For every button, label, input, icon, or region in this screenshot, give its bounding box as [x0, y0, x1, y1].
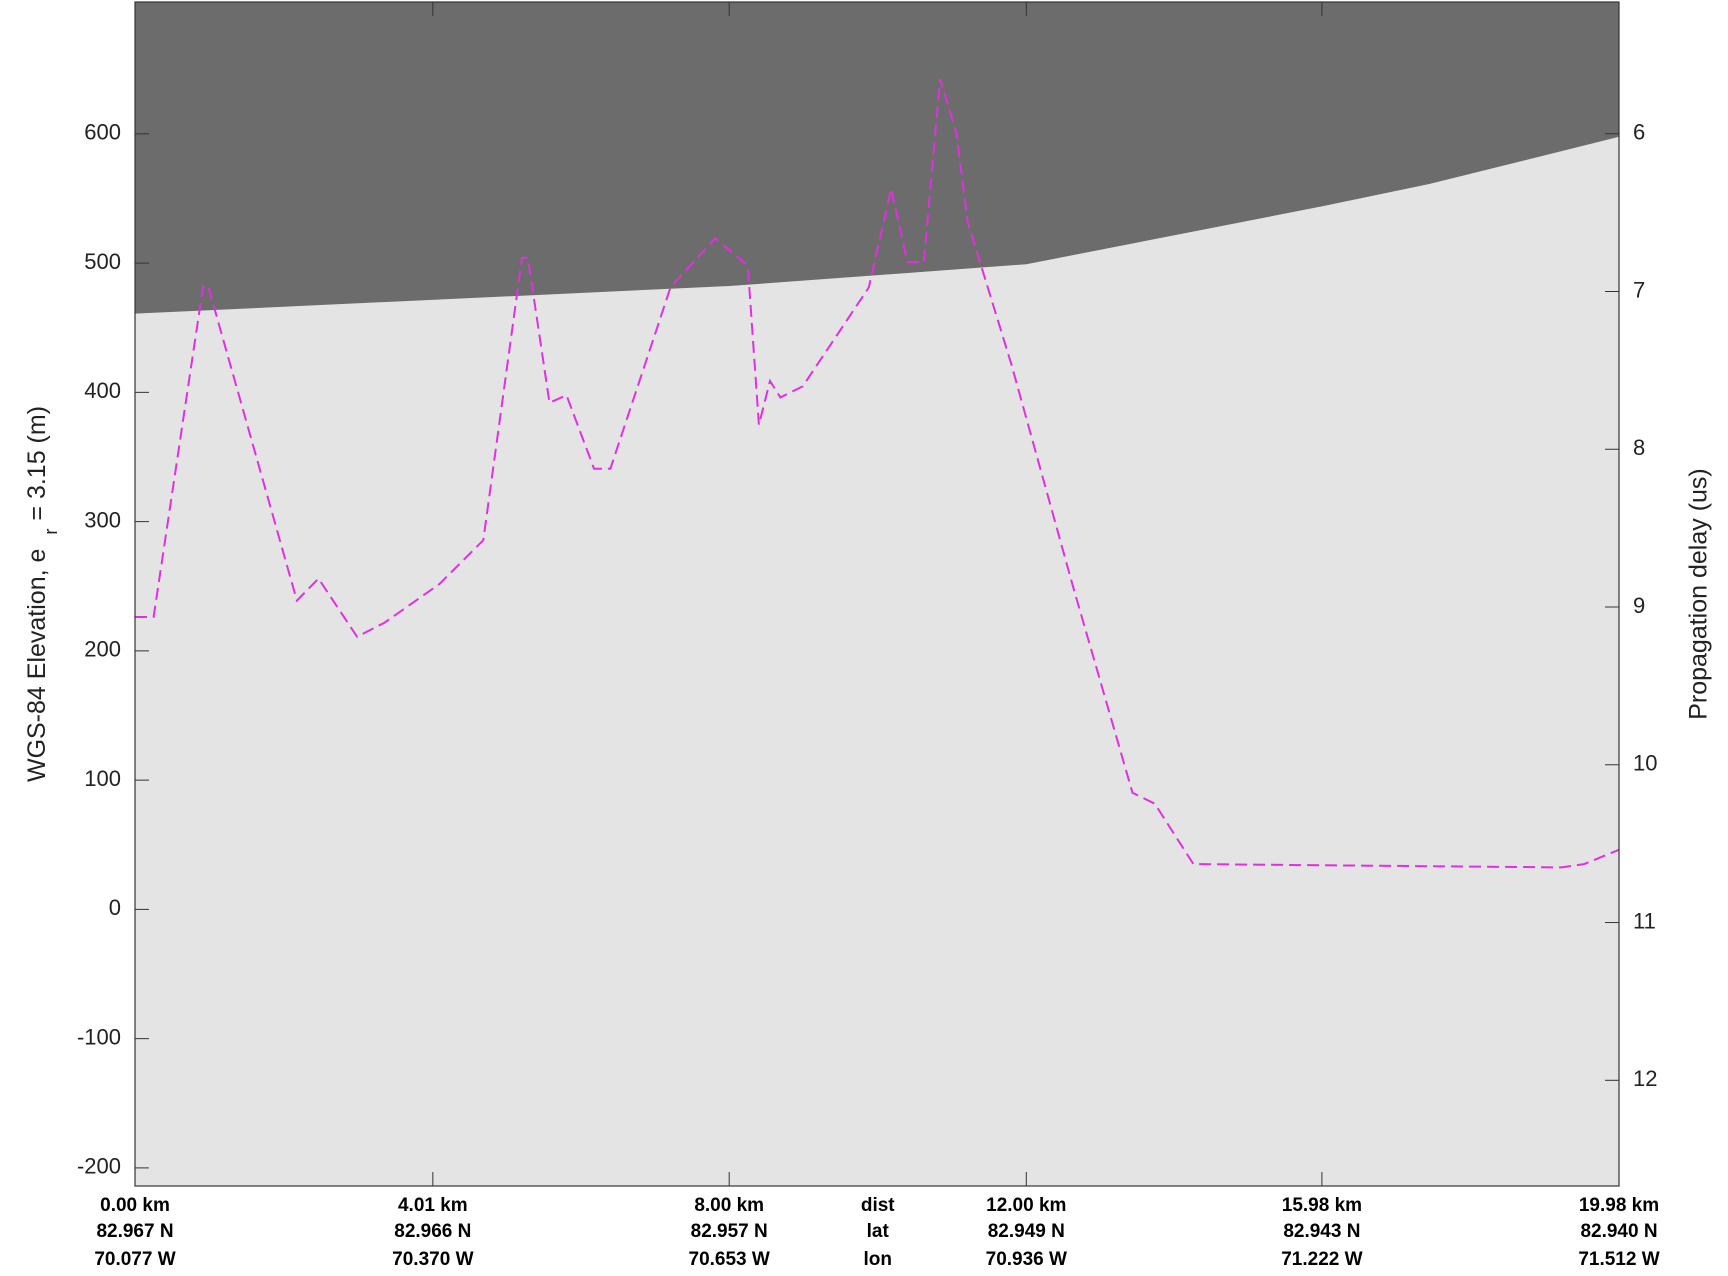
- y-tick-label: -100: [77, 1024, 121, 1049]
- lon-label: 70.077 W: [94, 1249, 175, 1270]
- y2-tick-label: 10: [1633, 751, 1657, 776]
- y-tick-label: 300: [84, 507, 121, 532]
- lat-label: 82.957 N: [691, 1221, 768, 1242]
- y-label-suffix: = 3.15 (m): [23, 406, 51, 521]
- y-label-subscript: r: [41, 529, 61, 535]
- y-tick-label: 600: [84, 120, 121, 145]
- y2-tick-label: 6: [1633, 120, 1645, 145]
- lat-label: 82.967 N: [96, 1221, 173, 1242]
- x-tick-label: 19.98 km: [1579, 1195, 1659, 1216]
- lon-label: 71.222 W: [1281, 1249, 1362, 1270]
- y-tick-label: 400: [84, 378, 121, 403]
- bed-pick-line: [135, 78, 1620, 869]
- row-name: lon: [863, 1249, 892, 1270]
- y2-tick-label: 9: [1633, 593, 1645, 618]
- row-name: lat: [867, 1221, 890, 1242]
- x-tick-label: 8.00 km: [694, 1195, 764, 1216]
- surface-line: [134, 135, 1620, 314]
- row-name: dist: [861, 1195, 895, 1216]
- y2-tick-label: 7: [1633, 277, 1645, 302]
- plot-frame: [134, 1, 1620, 1187]
- y2-tick-label: 8: [1633, 435, 1645, 460]
- y-axis-label: WGS-84 Elevation, e r = 3.15 (m): [23, 406, 61, 782]
- lon-label: 70.370 W: [392, 1249, 473, 1270]
- y2-axis-label: Propagation delay (us): [1685, 468, 1713, 720]
- lon-label: 70.936 W: [986, 1249, 1067, 1270]
- y-tick-label: -200: [77, 1154, 121, 1179]
- y-label-text: WGS-84 Elevation, e: [23, 549, 51, 782]
- lat-label: 82.949 N: [988, 1221, 1065, 1242]
- lat-label: 82.940 N: [1580, 1221, 1657, 1242]
- lat-label: 82.943 N: [1283, 1221, 1360, 1242]
- x-tick-label: 15.98 km: [1282, 1195, 1362, 1216]
- y-tick-label: 0: [109, 895, 121, 920]
- x-tick-label: 0.00 km: [100, 1195, 170, 1216]
- y2-tick-label: 12: [1633, 1066, 1657, 1091]
- lon-label: 70.653 W: [689, 1249, 770, 1270]
- y2-tick-label: 11: [1633, 908, 1656, 933]
- lon-label: 71.512 W: [1578, 1249, 1659, 1270]
- x-tick-label: 12.00 km: [986, 1195, 1066, 1216]
- y-tick-label: 100: [84, 766, 121, 791]
- lat-label: 82.966 N: [394, 1221, 471, 1242]
- y-tick-label: 200: [84, 637, 121, 662]
- y-tick-label: 500: [84, 249, 121, 274]
- surface-region: [135, 2, 1619, 313]
- x-tick-label: 4.01 km: [398, 1195, 468, 1216]
